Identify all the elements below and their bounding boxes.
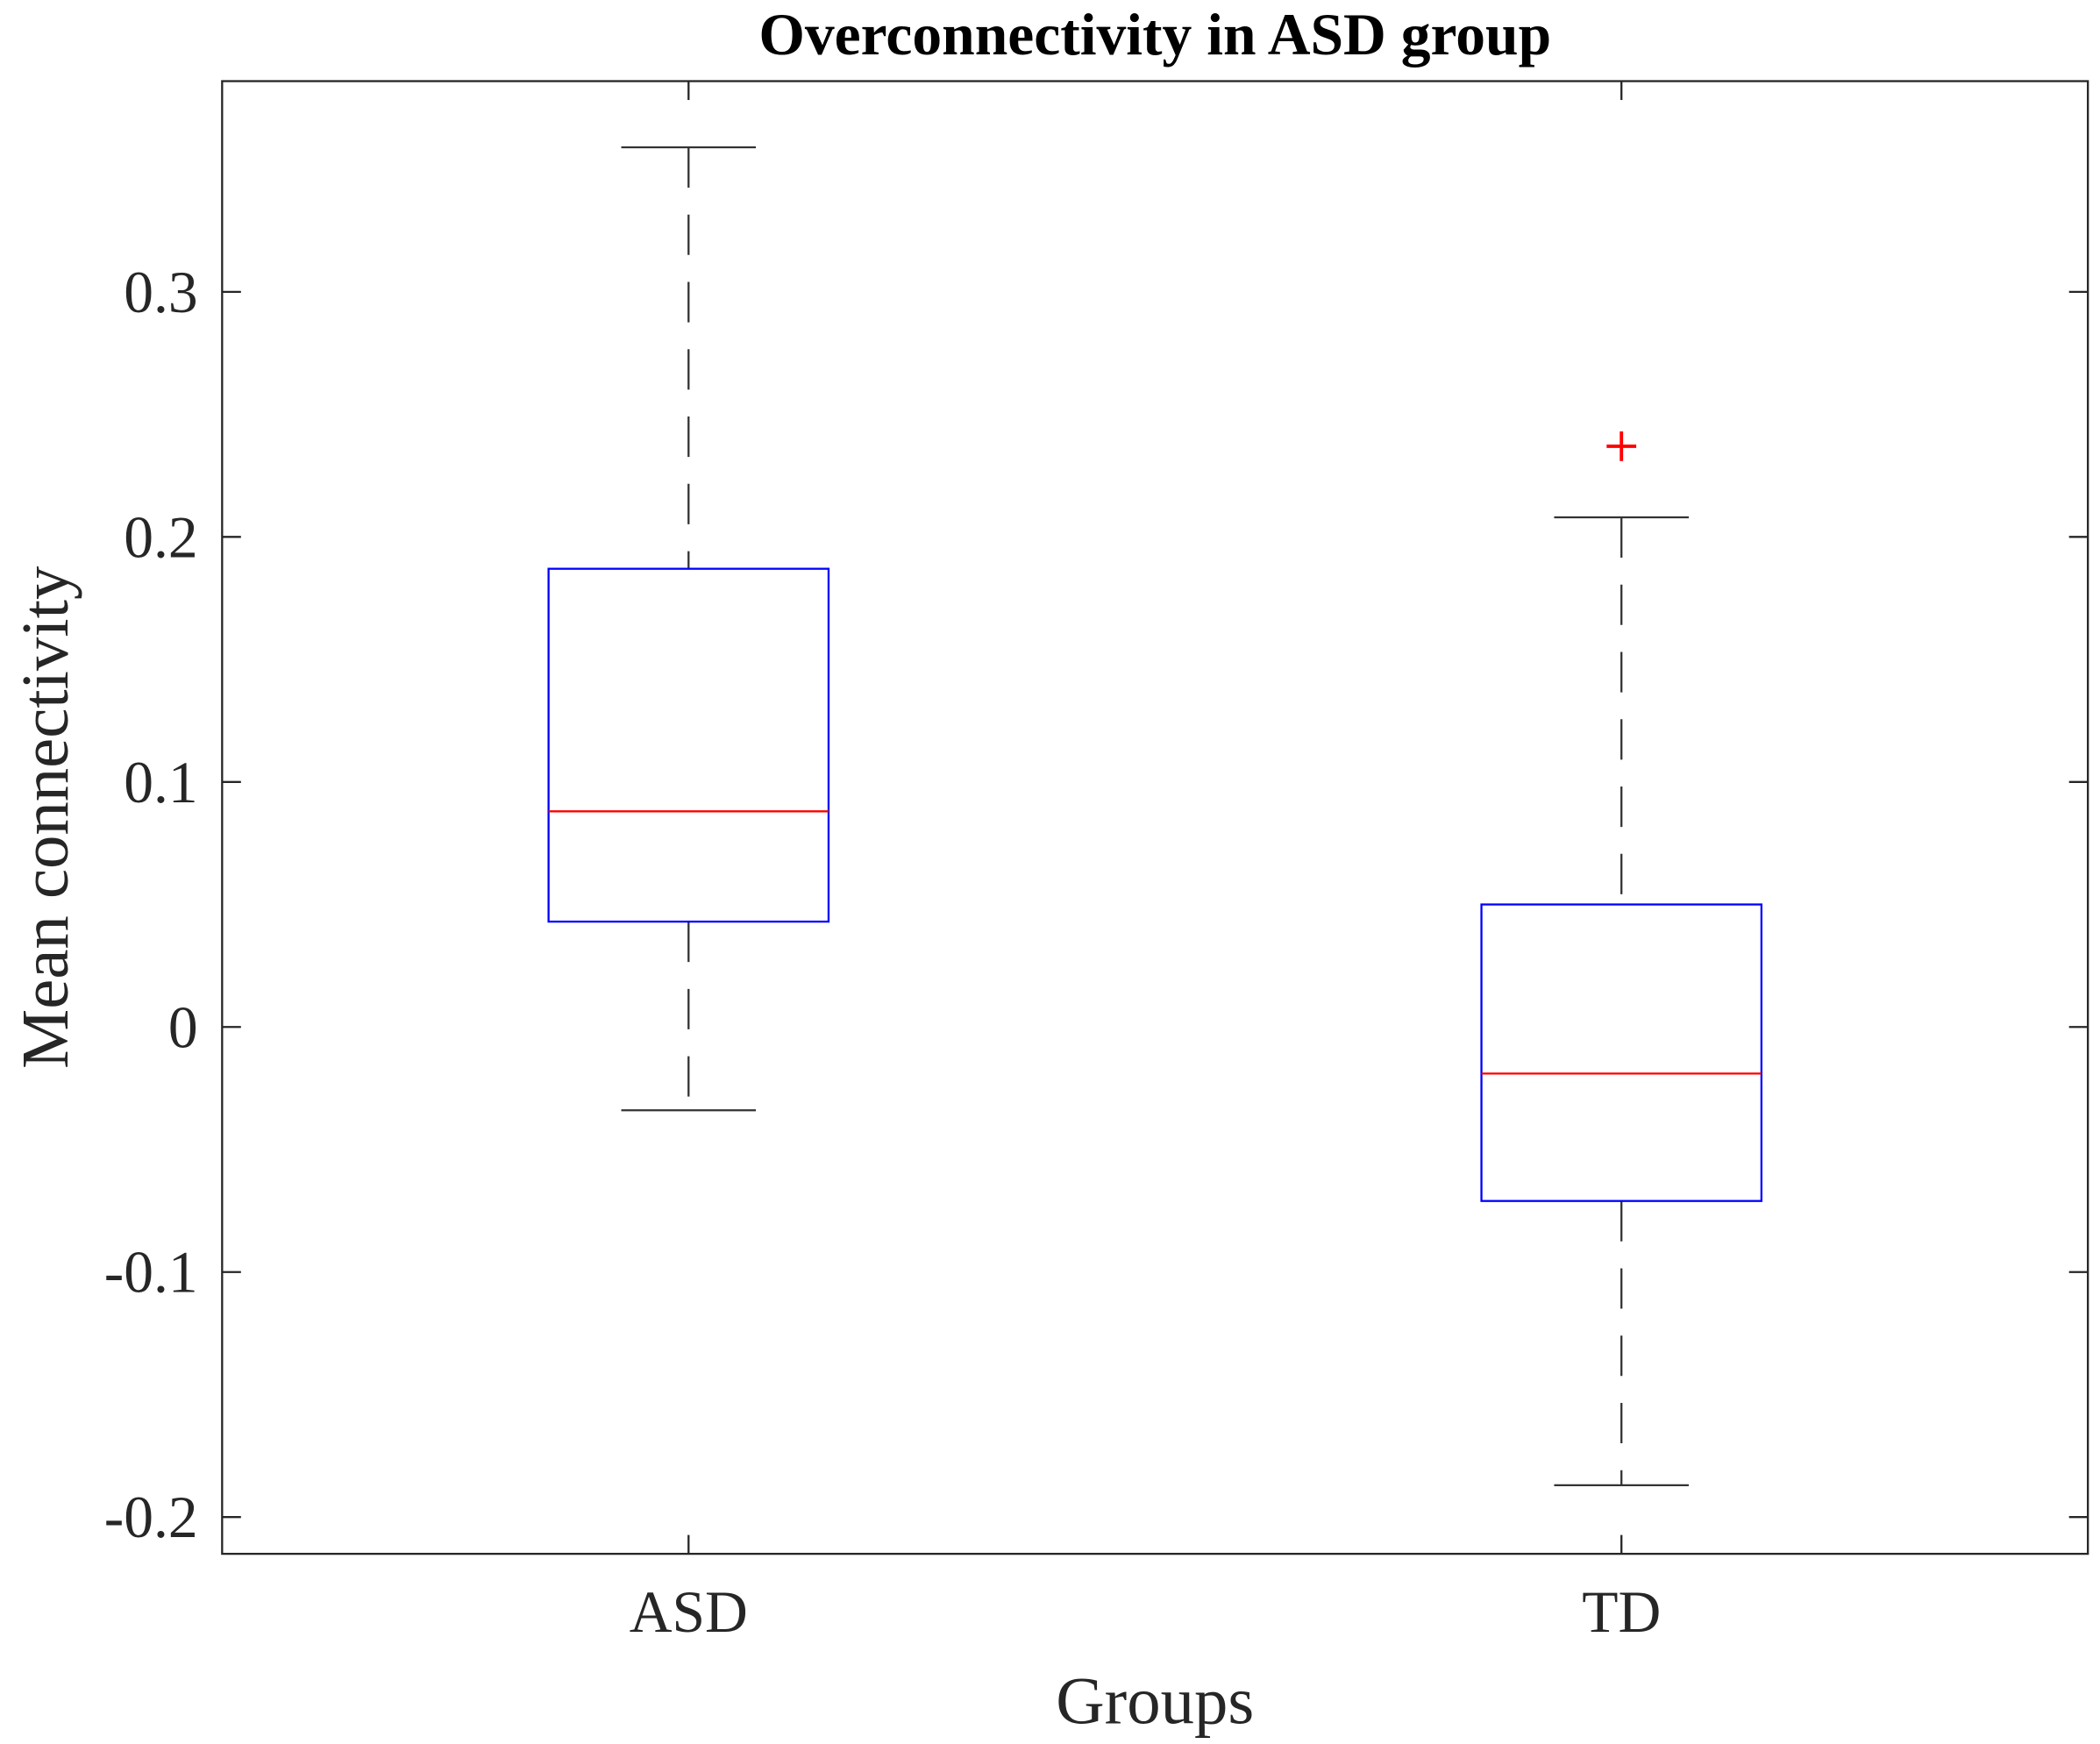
y-tick-label: -0.1	[104, 1240, 198, 1306]
plot-area	[221, 80, 2089, 1555]
y-tick-label: 0.3	[124, 260, 197, 325]
outlier-marker	[1606, 431, 1637, 461]
y-tick-label: -0.2	[104, 1484, 198, 1550]
iqr-box	[1480, 903, 1763, 1202]
y-tick-label: 0.2	[124, 504, 197, 570]
box-TD	[1480, 431, 1763, 1487]
x-tick-label: ASD	[630, 1579, 748, 1645]
chart-title: Overconnectivity in ASD group	[758, 2, 1551, 68]
box-ASD	[547, 146, 830, 1112]
iqr-box	[547, 567, 830, 923]
y-tick-label: 0	[168, 994, 198, 1060]
y-axis-label: Mean connectivity	[8, 566, 82, 1069]
x-tick-label: TD	[1582, 1579, 1661, 1645]
x-axis-label: Groups	[1056, 1664, 1254, 1739]
y-tick-label: 0.1	[124, 750, 197, 815]
